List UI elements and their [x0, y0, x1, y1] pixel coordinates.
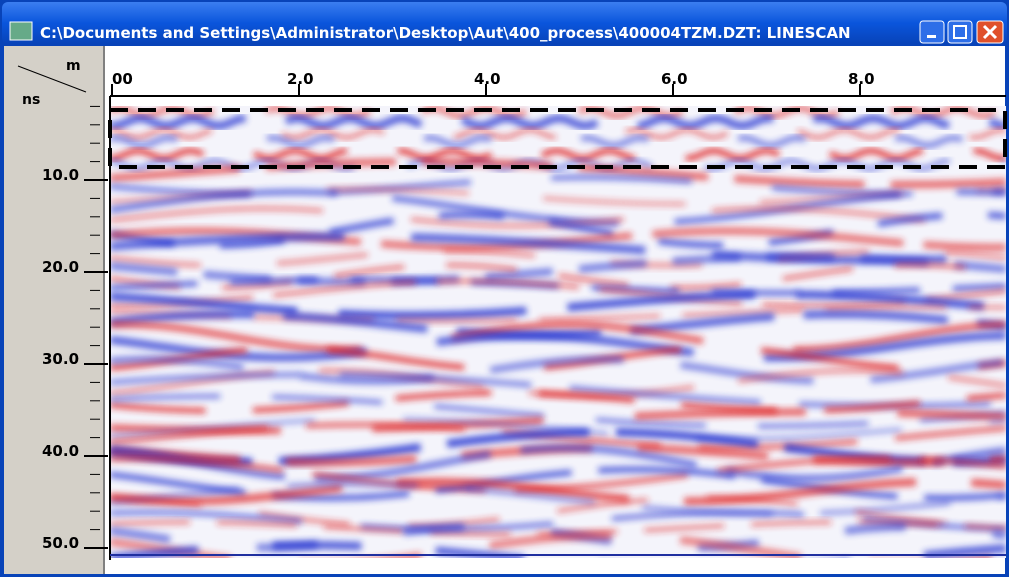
radargram [110, 106, 1006, 558]
reflector [110, 263, 1006, 290]
x-tick-label: 8.0 [848, 70, 875, 88]
y-unit: ns [22, 92, 40, 108]
y-tick-label: 20.0 [42, 258, 79, 276]
reflector [110, 248, 1006, 268]
reflector [110, 211, 1006, 249]
reflector [110, 158, 1006, 189]
reflector [110, 114, 1006, 130]
reflector [110, 345, 1006, 372]
reflector [110, 523, 1006, 552]
title-bar [2, 2, 1007, 44]
reflector [110, 394, 1006, 429]
reflector [110, 158, 1006, 172]
reflector [110, 510, 1006, 532]
minimize-button[interactable] [919, 20, 945, 44]
reflector [110, 372, 1006, 409]
corner-diagonal [17, 65, 87, 93]
reflector [110, 428, 1006, 466]
maximize-icon [953, 25, 967, 39]
app-icon [9, 21, 33, 41]
x-tick-label: 4.0 [474, 70, 501, 88]
x-tick-label: 2.0 [287, 70, 314, 88]
reflector [110, 189, 1006, 226]
reflector [110, 417, 1006, 441]
minimize-icon [927, 35, 936, 38]
y-tick-label: 50.0 [42, 534, 79, 552]
reflector [110, 390, 1006, 414]
reflector [110, 422, 1006, 450]
reflector [110, 444, 1006, 482]
reflector [110, 531, 1006, 558]
reflector [110, 305, 1006, 323]
close-icon [982, 24, 998, 40]
y-tick-label: 10.0 [42, 166, 79, 184]
reflector [110, 127, 1006, 140]
window-title: C:\Documents and Settings\Administrator\… [40, 24, 851, 42]
left-ruler [4, 46, 104, 574]
y-tick-label: 30.0 [42, 350, 79, 368]
reflector [110, 355, 1006, 385]
reflector [110, 147, 1006, 162]
x-tick-label: 00 [112, 70, 133, 88]
reflector [110, 253, 1006, 286]
reflector [110, 321, 1006, 353]
x-unit: m [66, 58, 81, 74]
y-tick-label: 40.0 [42, 442, 79, 460]
reflector [110, 175, 1006, 197]
reflector [110, 232, 1006, 265]
reflector [110, 279, 1006, 308]
reflector [110, 331, 1006, 362]
reflector [110, 477, 1006, 506]
reflector [110, 466, 1006, 501]
maximize-button[interactable] [947, 20, 973, 44]
reflector [110, 290, 1006, 320]
reflector [110, 187, 1006, 206]
reflector [110, 496, 1006, 528]
x-tick-label: 6.0 [661, 70, 688, 88]
